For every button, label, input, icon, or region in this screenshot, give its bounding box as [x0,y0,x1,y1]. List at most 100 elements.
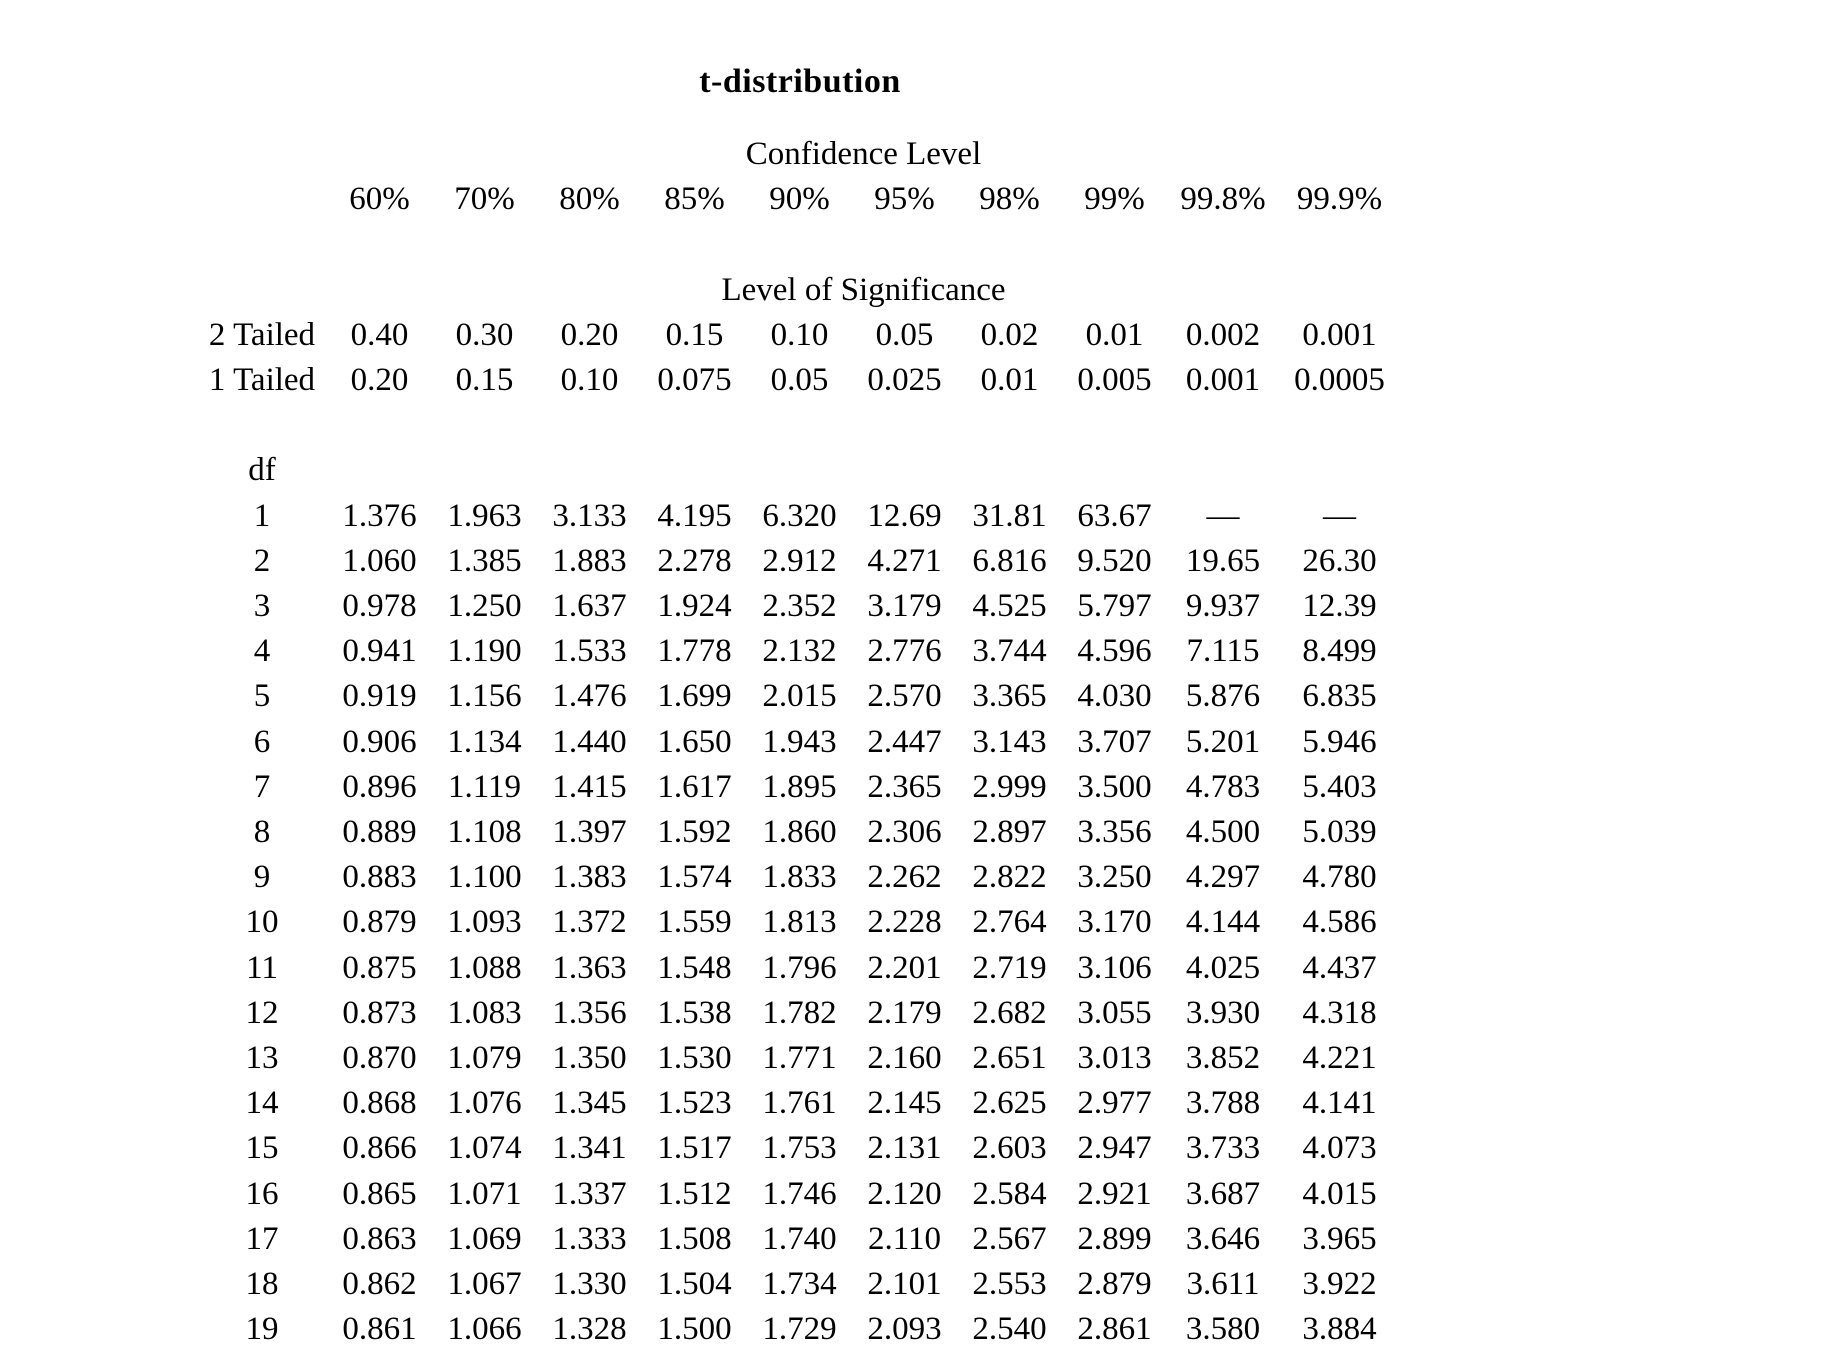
confidence-level-cell: 95% [874,181,935,218]
critical-value-cell: 1.088 [447,949,522,986]
two-tailed-value-cell: 0.15 [665,316,724,353]
two-tailed-value-cell: 0.05 [875,316,934,353]
one-tailed-value-cell: 0.05 [770,362,829,398]
critical-value-cell: 1.330 [552,1266,627,1303]
critical-value-cell: 0.865 [342,1175,417,1212]
critical-value-cell: 1.530 [657,1040,732,1077]
critical-value-cell: 4.030 [1077,678,1152,715]
critical-value-cell: 3.013 [1077,1040,1152,1077]
critical-value-cell: 2.145 [867,1085,942,1122]
critical-value-cell: 1.729 [762,1311,837,1348]
critical-value-cell: 2.120 [867,1175,942,1212]
critical-value-cell: 2.651 [972,1040,1047,1077]
critical-value-cell: 1.060 [342,542,417,579]
critical-value-cell: 6.320 [762,497,837,534]
critical-value-cell: 4.141 [1302,1085,1377,1122]
critical-value-cell: — [1206,497,1240,534]
critical-value-cell: 2.093 [867,1311,942,1348]
critical-value-cell: 1.523 [657,1085,732,1122]
critical-value-cell: 1.345 [552,1085,627,1122]
two-tailed-value-cell: 0.40 [350,316,409,353]
table-row: 1 1.376 1.963 3.133 4.195 6.320 12.69 31.81 63.6… [197,494,1400,539]
table-row: 19 0.861 1.066 1.328 1.500 1.729 2.093 2.540 2.8… [197,1307,1400,1352]
one-tailed-value-cell: 0.15 [455,362,514,398]
critical-value-cell: 2.822 [972,859,1047,896]
df-header-row: df [197,448,1400,493]
critical-value-cell: 1.076 [447,1085,522,1122]
table-row: 14 0.868 1.076 1.345 1.523 1.761 2.145 2.625 2.9… [197,1081,1400,1126]
spacer-cell [197,403,1400,448]
significance-header-row: Level of Significance [197,268,1400,313]
critical-value-cell: 1.592 [657,814,732,851]
df-value-cell: 18 [245,1266,279,1303]
critical-value-cell: 4.025 [1185,949,1261,986]
critical-value-cell: 1.699 [657,678,732,715]
t-distribution-table: Confidence Level 60% 70% 80% 85% 90% 95% 98% 99… [197,132,1400,1352]
critical-value-cell: 1.385 [447,542,522,579]
critical-value-cell: 2.861 [1077,1311,1152,1348]
df-value-cell: 1 [253,497,271,534]
critical-value-cell: 0.889 [342,814,417,851]
critical-value-cell: 1.500 [657,1311,732,1348]
empty-cell [197,268,327,313]
two-tailed-row: 2 Tailed 0.40 0.30 0.20 0.15 0.10 0.05 0.02 0.0… [197,313,1400,358]
critical-value-cell: 0.883 [342,859,417,896]
one-tailed-value-cell: 0.001 [1185,362,1261,398]
critical-value-cell: 4.596 [1077,633,1152,670]
page-title: t-distribution [699,63,901,100]
critical-value-cell: 4.783 [1185,768,1261,805]
critical-value-cell: 1.071 [447,1175,522,1212]
critical-value-cell: 5.946 [1302,723,1377,760]
critical-value-cell: 1.963 [447,497,522,534]
critical-value-cell: 2.682 [972,994,1047,1031]
critical-value-cell: 1.083 [447,994,522,1031]
critical-value-cell: 2.584 [972,1175,1047,1212]
critical-value-cell: 1.883 [552,542,627,579]
critical-value-cell: 4.073 [1302,1130,1377,1167]
empty-corner-cell [197,132,327,177]
critical-value-cell: 3.106 [1077,949,1152,986]
spacer-cell [197,222,1400,267]
critical-value-cell: 2.278 [657,542,732,579]
critical-value-cell: 0.868 [342,1085,417,1122]
critical-value-cell: 3.580 [1185,1311,1261,1348]
confidence-level-cell: 99.8% [1180,181,1266,218]
critical-value-cell: 3.055 [1077,994,1152,1031]
table-row: 16 0.865 1.071 1.337 1.512 1.746 2.120 2.584 2.9… [197,1172,1400,1217]
critical-value-cell: 2.101 [867,1266,942,1303]
critical-value-cell: 3.922 [1302,1266,1377,1303]
critical-value-cell: 2.899 [1077,1220,1152,1257]
critical-value-cell: 0.879 [342,904,417,941]
critical-value-cell: 1.746 [762,1175,837,1212]
table-row: 2 1.060 1.385 1.883 2.278 2.912 4.271 6.816 9.52… [197,539,1400,584]
critical-value-cell: 1.372 [552,904,627,941]
critical-value-cell: 4.500 [1185,814,1261,851]
critical-value-cell: 3.744 [972,633,1047,670]
critical-value-cell: 6.816 [972,542,1047,579]
critical-value-cell: 1.548 [657,949,732,986]
df-value-cell: 6 [253,723,271,760]
critical-value-cell: 1.782 [762,994,837,1031]
critical-value-cell: 1.093 [447,904,522,941]
df-value-cell: 8 [253,814,271,851]
critical-value-cell: 0.978 [342,588,417,624]
spacer-row [197,403,1400,448]
critical-value-cell: 0.919 [342,678,417,715]
critical-value-cell: 1.383 [552,859,627,896]
critical-value-cell: 2.179 [867,994,942,1031]
critical-value-cell: 0.870 [342,1040,417,1077]
critical-value-cell: 2.201 [867,949,942,986]
confidence-levels-row: 60% 70% 80% 85% 90% 95% 98% 99% 99.8% 99.9% [197,177,1400,222]
critical-value-cell: 2.365 [867,768,942,805]
critical-value-cell: 1.504 [657,1266,732,1303]
df-value-cell: 12 [245,994,279,1031]
critical-value-cell: 0.875 [342,949,417,986]
critical-value-cell: 2.352 [762,588,837,624]
one-tailed-value-cell: 0.01 [980,362,1039,398]
critical-value-cell: 2.912 [762,542,837,579]
critical-value-cell: 4.297 [1185,859,1261,896]
df-value-cell: 5 [253,678,271,715]
critical-value-cell: 1.753 [762,1130,837,1167]
critical-value-cell: 31.81 [972,497,1047,534]
